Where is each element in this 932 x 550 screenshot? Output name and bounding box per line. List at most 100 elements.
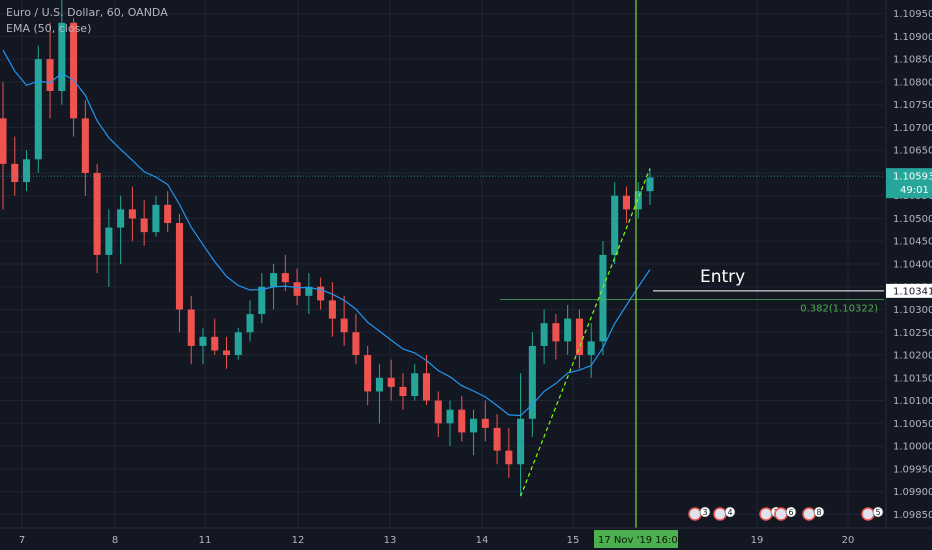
candle-up xyxy=(446,409,454,424)
crosshair-time-tag: 17 Nov '19 16:00 xyxy=(594,530,684,548)
candle-down xyxy=(317,286,325,301)
event-count-badge xyxy=(699,506,711,518)
candle-up xyxy=(258,286,266,315)
time-axis[interactable]: 7 8 11 12 13 14 15 19 20 xyxy=(0,527,932,550)
price-tick-label: 1.09950 xyxy=(893,464,932,475)
candle-up xyxy=(564,318,572,342)
candle-down xyxy=(575,318,583,356)
price-tick-label: 1.10900 xyxy=(893,32,932,43)
price-tick-label: 1.09850 xyxy=(893,510,932,521)
candle-up xyxy=(270,273,278,287)
candle-down xyxy=(434,400,442,424)
candle-up xyxy=(22,159,31,183)
candle-down xyxy=(140,218,148,233)
candle-down xyxy=(352,332,360,356)
fib-level-label: 0.382(1.10322) xyxy=(800,304,878,315)
us-flag-icon xyxy=(861,507,875,521)
trend-line[interactable] xyxy=(520,168,651,497)
time-tick-label: 19 xyxy=(751,535,764,546)
economic-event-marker[interactable]: 3 xyxy=(688,506,711,521)
candle-up xyxy=(470,418,478,433)
candle-down xyxy=(70,22,78,119)
event-count-badge xyxy=(872,506,884,518)
event-count-label: 3 xyxy=(702,508,707,517)
event-count-label: 8 xyxy=(816,508,821,517)
time-tick-label: 14 xyxy=(476,535,489,546)
candle-up xyxy=(152,204,160,233)
candle-up xyxy=(305,286,313,296)
current-price-tag: 1.10593 49:01 xyxy=(886,168,932,199)
event-count-badge xyxy=(785,506,797,518)
price-axis-bg xyxy=(886,0,932,550)
candle-up xyxy=(587,341,595,356)
candle-up xyxy=(411,373,419,396)
candle-down xyxy=(164,204,172,224)
candle-up xyxy=(58,22,66,92)
candle-up xyxy=(246,314,254,333)
candle-down xyxy=(81,118,89,173)
candle-down xyxy=(187,309,195,346)
candle-down xyxy=(387,377,395,387)
candle-down xyxy=(340,318,348,333)
time-tick-label: 13 xyxy=(384,535,397,546)
event-count-label: 5 xyxy=(875,508,880,517)
candle-up xyxy=(105,227,113,255)
candle-up xyxy=(199,336,207,346)
price-tick-label: 1.10000 xyxy=(893,442,932,453)
price-axis[interactable]: 1.10950 1.10900 1.10850 1.10800 1.10750 1.107… xyxy=(885,0,932,550)
candle-down xyxy=(11,163,19,183)
candle-down xyxy=(128,209,136,219)
price-tick-label: 1.10700 xyxy=(893,123,932,134)
candle-up xyxy=(540,323,548,346)
current-price-tag-bg xyxy=(886,168,932,199)
candle-down xyxy=(281,273,289,283)
candle-down xyxy=(399,386,407,396)
price-tick-label: 1.10050 xyxy=(893,419,932,430)
candle-down xyxy=(552,323,560,342)
candle-down xyxy=(0,118,7,164)
price-tick-label: 1.10100 xyxy=(893,396,932,407)
crosshair-time-tag-bg xyxy=(594,530,678,548)
price-tick-label: 1.10950 xyxy=(893,9,932,20)
indicator-legend[interactable]: EMA (50, close) xyxy=(6,22,92,35)
us-flag-icon xyxy=(713,507,727,521)
economic-event-marker[interactable]: 5 xyxy=(861,506,884,521)
candle-down xyxy=(328,300,336,319)
economic-event-marker[interactable]: 6 xyxy=(774,506,797,521)
price-tick-label: 1.10650 xyxy=(893,146,932,157)
candle-down xyxy=(505,450,513,465)
price-tick-label: 1.10300 xyxy=(893,305,932,316)
candle-up xyxy=(234,332,242,356)
candle-up xyxy=(528,345,536,419)
us-flag-icon xyxy=(759,507,773,521)
time-tick-label: 8 xyxy=(112,535,118,546)
economic-event-marker[interactable]: 4 xyxy=(713,506,736,521)
price-tick-label: 1.10250 xyxy=(893,328,932,339)
candle-down xyxy=(293,282,301,296)
candle-up xyxy=(34,59,42,160)
candle-down xyxy=(481,418,489,428)
ema-line xyxy=(2,49,651,417)
entry-label: Entry xyxy=(700,267,745,287)
candle-down xyxy=(211,336,219,351)
time-axis-bg xyxy=(0,528,932,550)
price-tick-label: 1.10800 xyxy=(893,77,932,88)
economic-events[interactable]: 342685 xyxy=(688,506,884,521)
current-price-value: 1.10593 xyxy=(893,172,932,183)
chart-grid xyxy=(0,0,884,528)
time-tick-label: 7 xyxy=(19,535,25,546)
time-tick-label: 20 xyxy=(842,535,855,546)
symbol-title[interactable]: Euro / U.S. Dollar, 60, OANDA xyxy=(6,6,168,19)
economic-event-marker[interactable]: 8 xyxy=(802,506,825,521)
entry-price-value: 1.10341 xyxy=(893,286,932,297)
candle-down xyxy=(493,427,501,451)
candle-down xyxy=(46,59,54,92)
event-count-label: 6 xyxy=(788,508,793,517)
price-tick-label: 1.10400 xyxy=(893,260,932,271)
time-tick-label: 11 xyxy=(199,535,212,546)
us-flag-icon xyxy=(802,507,816,521)
time-tick-label: 15 xyxy=(567,535,580,546)
candle-down xyxy=(93,172,101,255)
candle-up xyxy=(634,191,642,210)
